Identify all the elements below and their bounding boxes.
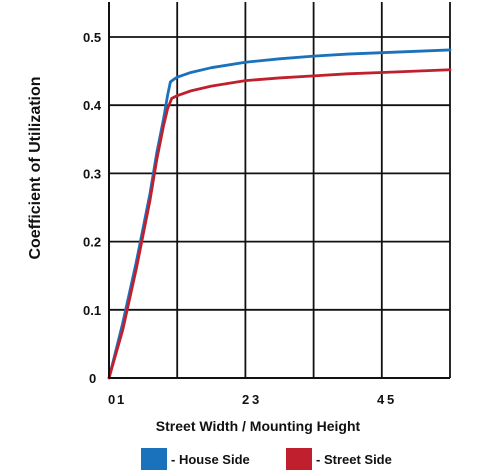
- y-tick-label: 0.2: [83, 235, 101, 250]
- y-tick-label: 0: [89, 371, 96, 386]
- x-tick-label: 5: [387, 392, 394, 407]
- y-tick-label: 0.3: [83, 166, 101, 181]
- series-layer: [107, 48, 452, 380]
- y-tick-label: 0.1: [83, 303, 101, 318]
- y-tick-label: 0.4: [83, 98, 102, 113]
- legend-label-house-side: - House Side: [171, 452, 250, 467]
- series-line-house-side: [107, 48, 452, 380]
- y-tick-labels: 0 0.1 0.2 0.3 0.4 0.5: [83, 30, 102, 386]
- y-axis-title: Coefficient of Utilization: [27, 76, 44, 259]
- series-line-street-side: [107, 68, 452, 380]
- legend-swatch-house-side: [141, 448, 167, 470]
- x-tick-label: 1: [117, 392, 124, 407]
- x-tick-label: 0: [108, 392, 115, 407]
- x-tick-label: 4: [377, 392, 385, 407]
- legend: - House Side - Street Side: [141, 448, 392, 470]
- x-tick-label: 3: [252, 392, 259, 407]
- x-axis-title: Street Width / Mounting Height: [156, 418, 361, 434]
- legend-swatch-street-side: [286, 448, 312, 470]
- y-tick-label: 0.5: [83, 30, 101, 45]
- x-tick-label: 2: [242, 392, 249, 407]
- axes: [108, 2, 450, 379]
- legend-label-street-side: - Street Side: [316, 452, 392, 467]
